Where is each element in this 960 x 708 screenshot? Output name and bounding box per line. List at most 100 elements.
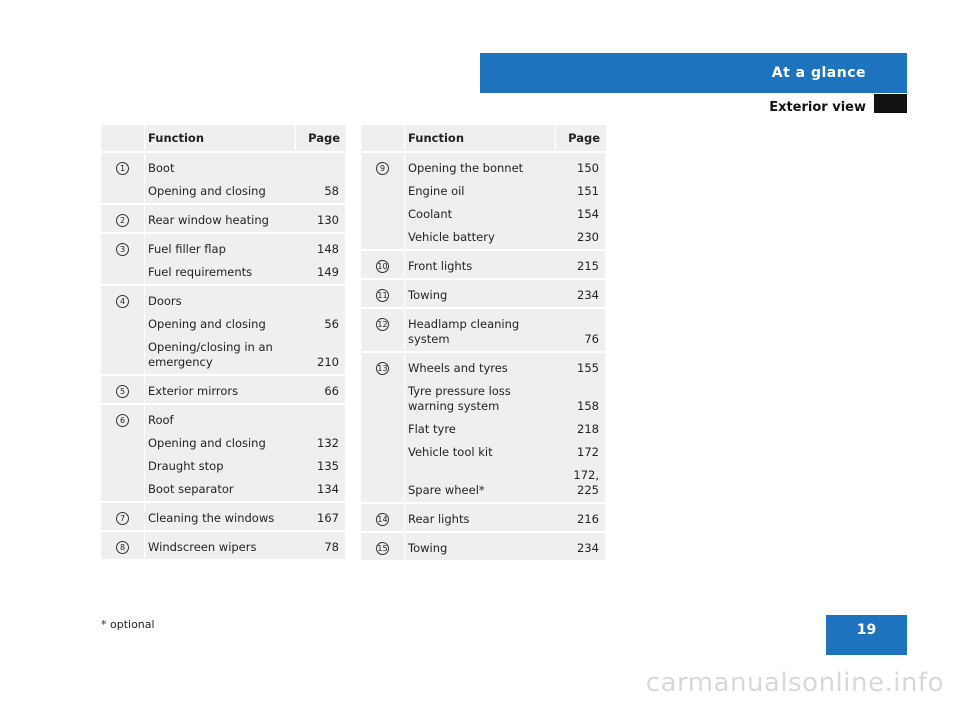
function-cell: Doors Opening and closing 56 Opening/closin…: [145, 286, 346, 376]
function-cell: Towing 234: [405, 280, 606, 309]
function-entry: Towing 234: [408, 533, 605, 556]
page-ref: 66: [324, 384, 339, 398]
item-number-badge: 5: [116, 385, 129, 398]
function-text: Fuel requirements: [148, 265, 253, 279]
page-ref: 167: [317, 511, 339, 525]
table-row: 11 Towing 234: [361, 280, 606, 309]
function-text: Opening and closing: [148, 436, 266, 450]
function-entry: Roof: [148, 405, 345, 428]
table-row: 7 Cleaning the windows 167: [101, 503, 346, 532]
table-row: 15 Towing 234: [361, 533, 606, 562]
function-cell: Towing 234: [405, 533, 606, 562]
table-row: 2 Rear window heating 130: [101, 205, 346, 234]
function-entry: Opening/closing in an emergency 210: [148, 332, 345, 370]
function-entry: Fuel filler flap 148: [148, 234, 345, 257]
function-cell: Windscreen wipers 78: [145, 532, 346, 561]
function-column-header: Function: [145, 125, 296, 153]
function-text: Boot separator: [148, 482, 234, 496]
item-number-badge: 6: [116, 414, 129, 427]
item-number-badge: 9: [376, 162, 389, 175]
table-row: 6 Roof Opening and closing 132 Draught stop 1…: [101, 405, 346, 503]
item-number-cell: 14: [361, 504, 405, 533]
function-cell: Cleaning the windows 167: [145, 503, 346, 532]
function-entry: Engine oil 151: [408, 176, 605, 199]
page-ref: 58: [324, 184, 339, 198]
page-number: 19: [856, 622, 877, 638]
page-column-header: Page: [296, 125, 346, 153]
function-text: Towing: [408, 288, 448, 302]
page-ref: 151: [577, 184, 599, 198]
page-ref: 154: [577, 207, 599, 221]
item-number-cell: 13: [361, 353, 405, 504]
function-text: Fuel filler flap: [148, 242, 226, 256]
function-text: Exterior mirrors: [148, 384, 239, 398]
item-number-cell: 2: [101, 205, 145, 234]
page-ref: 78: [324, 540, 339, 554]
item-number-cell: 7: [101, 503, 145, 532]
item-number-cell: 1: [101, 153, 145, 205]
function-text: Opening/closing in an emergency: [148, 340, 273, 369]
page-ref: 215: [577, 259, 599, 273]
function-text: Rear window heating: [148, 213, 269, 227]
item-number-badge: 13: [376, 362, 389, 375]
function-entry: Vehicle tool kit 172: [408, 437, 605, 460]
function-entry: Cleaning the windows 167: [148, 503, 345, 526]
function-text: Towing: [408, 541, 448, 555]
page-ref: 155: [577, 361, 599, 375]
function-text: Boot: [148, 161, 175, 175]
function-entry: Spare wheel* 172, 225: [408, 460, 605, 498]
function-text: Draught stop: [148, 459, 224, 473]
function-entry: Exterior mirrors 66: [148, 376, 345, 399]
function-entry: Rear window heating 130: [148, 205, 345, 228]
page-number-box: [826, 615, 907, 655]
function-text: Front lights: [408, 259, 473, 273]
item-number-badge: 3: [116, 243, 129, 256]
function-entry: Fuel requirements 149: [148, 257, 345, 280]
function-cell: Exterior mirrors 66: [145, 376, 346, 405]
table-row: 14 Rear lights 216: [361, 504, 606, 533]
table-row: 1 Boot Opening and closing 58: [101, 153, 346, 205]
item-number-cell: 5: [101, 376, 145, 405]
function-text: Tyre pressure loss warning system: [408, 384, 511, 413]
watermark-text: carmanualsonline.info: [645, 668, 944, 698]
page-ref: 148: [317, 242, 339, 256]
item-number-cell: 4: [101, 286, 145, 376]
table-body: 9 Opening the bonnet 150 Engine oil 151 Coola…: [361, 153, 606, 562]
function-text: Vehicle battery: [408, 230, 495, 244]
item-number-badge: 12: [376, 318, 389, 331]
item-number-badge: 10: [376, 260, 389, 273]
page-ref: 130: [317, 213, 339, 227]
page-ref: 149: [317, 265, 339, 279]
function-cell: Fuel filler flap 148 Fuel requirements 149: [145, 234, 346, 286]
item-number-badge: 14: [376, 513, 389, 526]
function-entry: Rear lights 216: [408, 504, 605, 527]
function-text: Windscreen wipers: [148, 540, 257, 554]
footnote: * optional: [101, 618, 155, 631]
function-entry: Headlamp cleaning system 76: [408, 309, 605, 347]
item-number-badge: 15: [376, 542, 389, 555]
table-row: 9 Opening the bonnet 150 Engine oil 151 Coola…: [361, 153, 606, 251]
function-cell: Rear lights 216: [405, 504, 606, 533]
subsection-marker: [874, 94, 907, 113]
subsection-title: Exterior view: [769, 100, 866, 115]
function-text: Spare wheel*: [408, 483, 485, 497]
item-number-badge: 8: [116, 541, 129, 554]
table-row: 8 Windscreen wipers 78: [101, 532, 346, 561]
table-row: 3 Fuel filler flap 148 Fuel requirements 149: [101, 234, 346, 286]
function-entry: Flat tyre 218: [408, 414, 605, 437]
table-row: 4 Doors Opening and closing 56 Opening/closi…: [101, 286, 346, 376]
function-text: Cleaning the windows: [148, 511, 275, 525]
function-entry: Draught stop 135: [148, 451, 345, 474]
function-entry: Front lights 215: [408, 251, 605, 274]
function-text: Wheels and tyres: [408, 361, 508, 375]
page-ref: 56: [324, 317, 339, 331]
item-number-cell: 12: [361, 309, 405, 353]
function-text: Opening the bonnet: [408, 161, 524, 175]
item-number-cell: 9: [361, 153, 405, 251]
function-entry: Boot separator 134: [148, 474, 345, 497]
function-table-left: Function Page 1 Boot Opening and closing 58…: [101, 125, 346, 561]
function-entry: Coolant 154: [408, 199, 605, 222]
function-entry: Opening and closing 132: [148, 428, 345, 451]
table-row: 13 Wheels and tyres 155 Tyre pressure loss …: [361, 353, 606, 504]
function-entry: Opening the bonnet 150: [408, 153, 605, 176]
